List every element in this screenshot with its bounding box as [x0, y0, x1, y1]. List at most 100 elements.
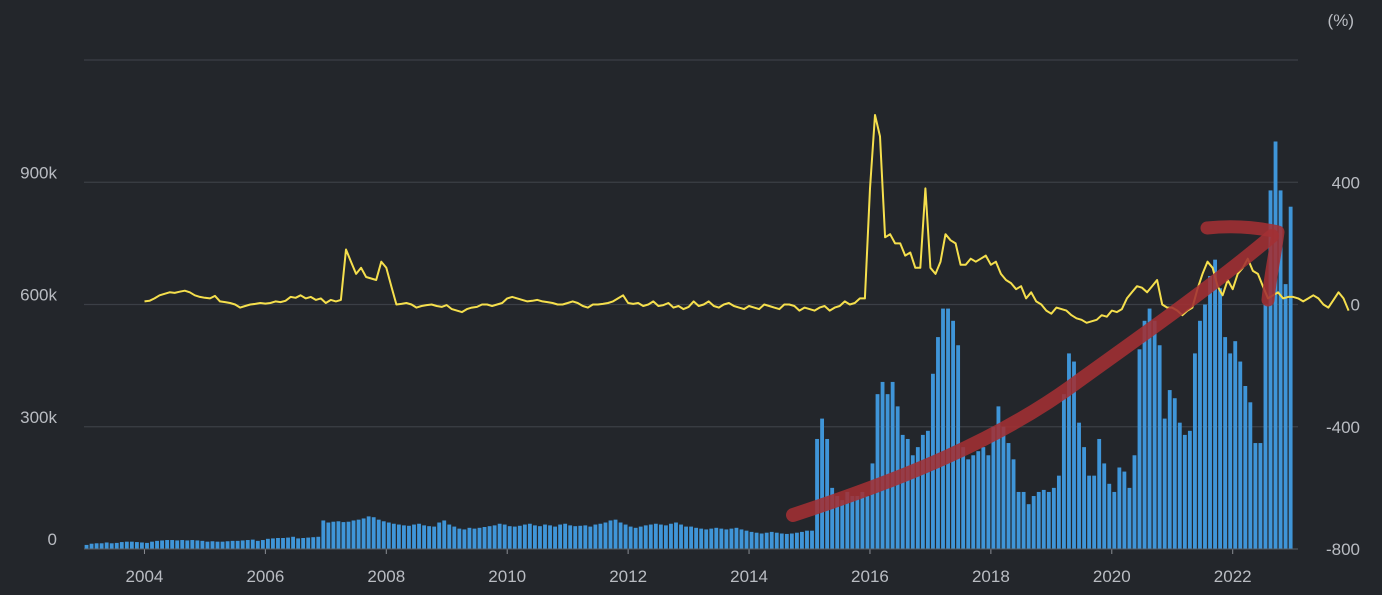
x-axis-tick-label: 2016	[851, 567, 889, 586]
bar	[548, 525, 552, 549]
bar	[1087, 475, 1092, 549]
bar	[689, 526, 694, 549]
bar	[920, 434, 925, 549]
bar	[961, 447, 966, 549]
bar	[271, 538, 275, 549]
bar	[381, 521, 386, 549]
bar	[497, 523, 502, 549]
bar	[1157, 345, 1162, 549]
bar	[1036, 491, 1041, 549]
bar	[623, 524, 628, 549]
bar	[946, 308, 950, 549]
bar	[190, 540, 195, 549]
bar	[1238, 361, 1243, 549]
bar	[588, 526, 593, 549]
bar	[200, 540, 205, 549]
bar	[235, 540, 240, 549]
bar	[643, 525, 648, 549]
bar	[628, 526, 633, 549]
bar	[376, 519, 381, 549]
bar	[825, 438, 830, 549]
bar	[281, 537, 285, 549]
bar	[981, 447, 986, 549]
bar	[492, 525, 497, 549]
right-axis-tick-label: -800	[1326, 540, 1360, 559]
bar	[225, 541, 230, 549]
bar	[704, 529, 709, 549]
bar	[462, 529, 467, 549]
bar	[477, 527, 482, 549]
bar	[845, 491, 850, 549]
bar	[160, 540, 165, 549]
bar	[301, 537, 306, 549]
bar	[870, 463, 875, 549]
bar	[850, 496, 855, 549]
bar	[679, 524, 683, 549]
bar	[361, 518, 366, 549]
bar	[759, 533, 764, 549]
bar	[890, 381, 895, 549]
bar	[1056, 475, 1061, 549]
bar	[1208, 275, 1212, 549]
x-axis-tick-label: 2020	[1093, 567, 1131, 586]
bar	[573, 526, 578, 549]
bar	[739, 529, 744, 549]
bar	[1062, 394, 1066, 549]
bar	[658, 524, 663, 549]
bar	[240, 540, 245, 549]
bar	[805, 530, 809, 549]
bar	[699, 528, 704, 549]
bar	[104, 542, 109, 549]
bar	[709, 528, 714, 549]
bar	[910, 455, 915, 549]
bar	[1026, 504, 1031, 549]
grid-lines	[84, 59, 1298, 428]
bar	[255, 540, 260, 549]
bar	[815, 438, 819, 549]
bar	[366, 516, 371, 549]
bar	[1142, 320, 1147, 549]
bar	[593, 524, 598, 549]
bar	[663, 525, 668, 549]
bar	[1112, 491, 1117, 549]
bar	[437, 522, 442, 549]
bar	[694, 527, 699, 549]
bar	[341, 522, 346, 549]
bar	[1006, 443, 1011, 549]
bar	[900, 434, 905, 549]
bar	[205, 541, 210, 549]
bar	[880, 381, 885, 549]
bar	[321, 520, 326, 549]
bar	[1021, 491, 1026, 549]
bar	[1213, 259, 1217, 549]
bar	[684, 526, 688, 549]
bar	[432, 526, 437, 549]
bar	[89, 543, 94, 549]
bar	[1147, 308, 1152, 549]
bar	[1223, 337, 1228, 549]
bar	[538, 526, 542, 549]
bar	[1172, 398, 1177, 549]
left-axis-tick-label: 900k	[20, 163, 57, 182]
bar	[669, 523, 673, 549]
bar	[1198, 320, 1202, 549]
bar	[119, 542, 124, 549]
bar	[1092, 475, 1097, 549]
bar	[648, 524, 653, 549]
bar	[543, 524, 547, 549]
bar	[966, 459, 971, 549]
bar	[1011, 459, 1016, 549]
bar	[512, 526, 517, 549]
bar	[1218, 288, 1223, 549]
bar	[114, 542, 119, 549]
bar	[220, 541, 225, 549]
bar	[840, 500, 845, 549]
bar	[1187, 430, 1192, 549]
bar	[351, 520, 356, 549]
bar	[936, 337, 940, 549]
line-series	[144, 114, 1350, 324]
bar	[749, 531, 754, 549]
left-axis-tick-label: 300k	[20, 408, 57, 427]
bar	[402, 525, 406, 549]
arrow-head	[1200, 220, 1285, 307]
